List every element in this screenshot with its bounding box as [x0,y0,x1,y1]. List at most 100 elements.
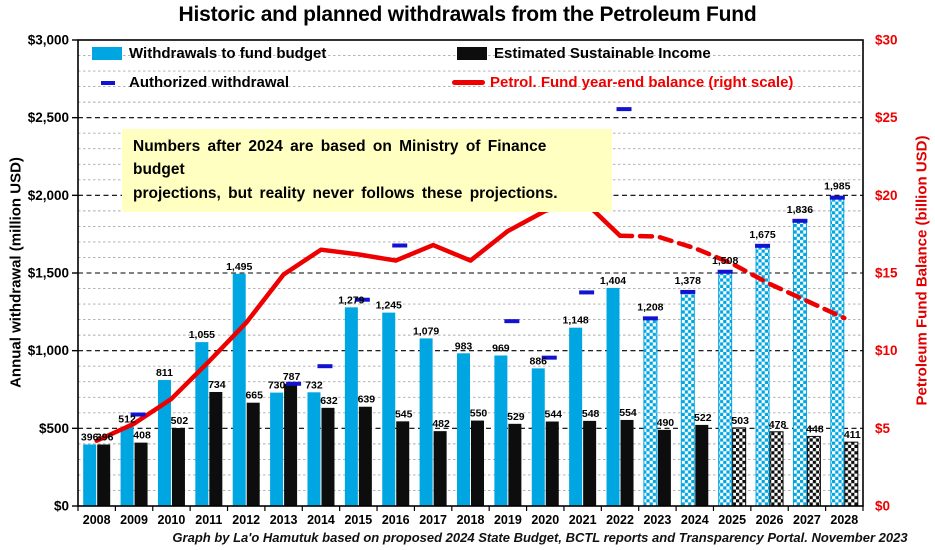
authorized-marker-2022 [616,107,632,112]
bar-withdrawal-2008 [83,444,97,506]
bar-esi-2020 [545,421,559,506]
value-label-esi-2025: 503 [731,415,749,427]
value-label-withdrawal-2012: 1,495 [226,261,252,273]
year-label-2017: 2017 [419,513,447,527]
authorized-marker-2019 [504,319,520,324]
value-label-esi-2028: 411 [844,429,861,441]
value-label-esi-2027: 448 [806,423,824,435]
bar-withdrawal-2013 [270,392,284,506]
value-label-esi-2017: 482 [432,418,450,430]
bar-withdrawal-2028 [830,197,845,507]
value-label-esi-2013: 787 [283,371,301,383]
value-label-withdrawal-2016: 1,245 [376,300,402,312]
authorized-marker-2021 [579,290,595,295]
bar-withdrawal-2017 [419,338,433,506]
value-label-withdrawal-2015: 1,279 [338,294,364,306]
year-label-2009: 2009 [120,513,148,527]
legend-label-authorized: Authorized withdrawal [129,74,290,91]
authorized-marker-2024 [680,289,696,294]
value-label-esi-2024: 522 [694,412,712,424]
year-label-2023: 2023 [643,513,671,527]
bar-esi-2018 [471,420,484,506]
value-label-esi-2015: 639 [358,394,376,406]
right-tick-label: $30 [875,33,898,48]
year-label-2008: 2008 [83,513,111,527]
year-label-2014: 2014 [307,513,335,527]
year-label-2010: 2010 [158,513,186,527]
withdrawals-legend-swatch [92,47,122,60]
bar-esi-2019 [508,423,522,506]
authorized-marker-2023 [642,316,658,321]
authorized-marker-2025 [717,269,733,274]
bar-esi-2012 [246,402,260,506]
year-label-2025: 2025 [718,513,746,527]
authorized-marker-2014 [317,364,333,369]
bar-withdrawal-2014 [307,392,321,506]
value-label-withdrawal-2018: 983 [455,340,473,352]
bar-esi-2009 [134,442,148,506]
value-label-withdrawal-2026: 1,675 [749,229,775,241]
left-tick-label: $1,000 [28,343,69,358]
bar-withdrawal-2022 [606,287,620,506]
bar-esi-2023 [657,429,671,506]
authorized-marker-2020 [541,355,557,360]
bar-esi-2015 [358,406,372,506]
right-tick-label: $5 [875,421,891,436]
value-label-esi-2009: 408 [133,430,151,442]
bar-withdrawal-2026 [755,245,770,507]
bar-withdrawal-2015 [344,307,358,506]
bar-withdrawal-2010 [157,380,171,506]
value-label-esi-2016: 545 [395,408,413,420]
bar-withdrawal-2019 [494,355,508,506]
bar-esi-2008 [97,444,111,506]
right-tick-label: $20 [875,188,898,203]
year-label-2018: 2018 [457,513,485,527]
legend-item-authorized: Authorized withdrawal [92,74,289,91]
bar-esi-2028 [844,441,859,507]
year-label-2027: 2027 [793,513,821,527]
bar-esi-2024 [695,424,709,506]
right-tick-label: $0 [875,499,890,514]
value-label-esi-2010: 502 [171,415,189,427]
annotation-box: Numbers after 2024 are based on Ministry… [122,129,612,212]
year-label-2026: 2026 [756,513,784,527]
bar-withdrawal-2024 [680,291,695,507]
bar-esi-2025 [732,427,747,507]
legend-item-esi: Estimated Sustainable Income [457,45,711,62]
right-tick-label: $25 [875,110,898,125]
bar-esi-2027 [806,435,821,507]
year-label-2020: 2020 [531,513,559,527]
year-label-2022: 2022 [606,513,634,527]
right-tick-label: $10 [875,343,898,358]
bar-esi-2017 [433,431,447,506]
authorized-marker-2026 [755,243,771,248]
year-label-2021: 2021 [569,513,597,527]
chart-title: Historic and planned withdrawals from th… [178,3,757,26]
value-label-withdrawal-2028: 1,985 [824,181,850,193]
value-label-withdrawal-2011: 1,055 [189,329,215,341]
legend-label-balance: Petrol. Fund year-end balance (right sca… [490,74,794,91]
value-label-withdrawal-2024: 1,378 [675,275,701,287]
bar-esi-2021 [583,420,597,506]
value-label-esi-2023: 490 [657,417,675,429]
value-label-withdrawal-2021: 1,148 [563,315,589,327]
legend-label-esi: Estimated Sustainable Income [494,45,711,62]
left-axis-title: Annual withdrawal (million USD) [7,157,25,388]
bar-withdrawal-2011 [195,342,209,506]
value-label-withdrawal-2019: 969 [492,342,510,354]
left-tick-label: $3,000 [28,33,69,48]
year-label-2024: 2024 [681,513,709,527]
left-tick-label: $2,500 [28,110,69,125]
value-label-esi-2021: 548 [582,408,600,420]
authorized-marker-2016 [392,243,408,248]
value-label-withdrawal-2017: 1,079 [413,325,439,337]
value-label-withdrawal-2020: 886 [529,355,547,367]
authorized-dash-icon [101,80,115,85]
bar-withdrawal-2025 [718,271,733,507]
value-label-withdrawal-2008: 396 [81,431,99,443]
bar-withdrawal-2009 [120,426,134,506]
value-label-withdrawal-2023: 1,208 [637,301,663,313]
authorized-marker-2013 [286,381,302,386]
esi-legend-swatch [457,47,487,60]
bar-esi-2022 [620,419,634,506]
